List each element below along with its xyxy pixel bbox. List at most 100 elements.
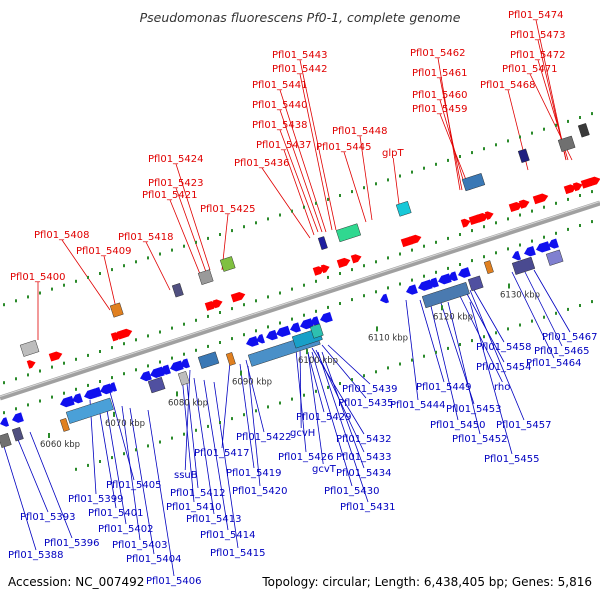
axis-tick	[339, 302, 341, 305]
lower-gene-label: Pfl01_5420	[232, 486, 288, 497]
reverse-gene-box	[177, 371, 190, 386]
axis-tick	[411, 358, 413, 362]
upper-label-leader	[61, 239, 111, 311]
axis-tick	[99, 460, 101, 463]
axis-tick	[291, 287, 293, 291]
reverse-gene-box-body	[511, 256, 536, 275]
lower-gene-label: Pfl01_5401	[88, 508, 144, 519]
lower-gene-label: Pfl01_5432	[336, 434, 392, 445]
axis-tick	[387, 178, 389, 182]
axis-tick	[447, 266, 449, 270]
axis-tick	[87, 463, 89, 467]
forward-gene-box-body	[317, 236, 328, 250]
axis-tick	[15, 299, 17, 303]
axis-tick	[471, 151, 473, 155]
forward-gene-arrow	[532, 193, 549, 205]
reverse-gene-box	[147, 376, 166, 394]
axis-tick	[531, 209, 533, 213]
axis-tick	[351, 378, 353, 382]
forward-gene-arrow	[588, 176, 600, 187]
axis-tick	[591, 300, 593, 304]
lower-label-leader	[321, 344, 367, 399]
forward-gene-arrow-shape	[312, 266, 325, 276]
reverse-gene-arrow-shape	[380, 293, 389, 304]
axis-tick	[339, 194, 341, 197]
forward-gene-box-body	[19, 339, 40, 357]
axis-tick	[147, 364, 149, 368]
forward-gene-arrow	[460, 218, 471, 228]
forward-gene-box-body	[557, 135, 576, 152]
axis-tick	[543, 127, 545, 131]
upper-label-leader	[145, 241, 171, 291]
axis-tick	[231, 417, 233, 421]
upper-gene-label: Pfl01_5424	[148, 154, 204, 165]
axis-tick	[63, 391, 65, 395]
lower-gene-label: Pfl01_5453	[446, 404, 502, 415]
axis-tick	[567, 307, 569, 311]
axis-tick	[171, 326, 173, 330]
axis-tick	[279, 291, 281, 295]
forward-gene-box	[517, 148, 530, 163]
axis-tick	[387, 286, 389, 290]
axis-tick	[387, 366, 389, 370]
axis-tick	[375, 260, 377, 264]
forward-gene-arrow	[572, 182, 583, 192]
axis-tick	[363, 186, 365, 190]
genome-axis	[0, 112, 600, 471]
axis-tick	[423, 354, 425, 358]
kbp-tick-mark	[240, 370, 242, 376]
forward-gene-arrow	[518, 199, 530, 209]
axis-tick	[171, 248, 173, 252]
reverse-gene-arrow-shape	[458, 267, 471, 278]
axis-tick	[363, 294, 365, 298]
upper-label-leader	[439, 99, 467, 191]
axis-tick	[15, 407, 17, 411]
axis-tick	[195, 348, 197, 352]
kbp-tick-mark	[306, 349, 308, 355]
reverse-gene-box	[0, 432, 12, 448]
reverse-gene-arrow-shape	[438, 273, 452, 285]
axis-tick	[459, 155, 461, 158]
axis-tick	[531, 239, 533, 243]
axis-tick	[315, 389, 317, 393]
upper-gene-label: Pfl01_5442	[272, 64, 328, 75]
reverse-gene-arrow-shape	[290, 322, 301, 333]
forward-gene-arrow	[563, 184, 577, 195]
lower-gene-label: Pfl01_5465	[534, 346, 590, 357]
lower-gene-label: Pfl01_5417	[194, 448, 250, 459]
upper-label-leader	[103, 255, 117, 309]
reverse-gene-arrow	[72, 393, 83, 404]
lower-gene-label: Pfl01_5457	[496, 420, 552, 431]
axis-tick	[435, 270, 437, 274]
reverse-gene-arrow	[448, 271, 458, 282]
reverse-gene-arrow-shape	[418, 279, 433, 291]
axis-tick	[123, 342, 125, 346]
axis-tick	[315, 279, 317, 283]
upper-gene-label: Pfl01_5468	[480, 80, 536, 91]
reverse-gene-arrow	[380, 293, 389, 304]
reverse-gene-arrow-shape	[448, 271, 458, 282]
genome-backbone-highlight	[0, 201, 600, 397]
reverse-gene-arrow	[140, 370, 152, 382]
reverse-gene-box	[309, 323, 324, 339]
upper-gene-label: Pfl01_5471	[502, 64, 558, 75]
axis-tick	[87, 275, 89, 279]
forward-gene-box	[317, 236, 328, 250]
map-title: Pseudomonas fluorescens Pf0-1, complete …	[140, 10, 461, 25]
lower-gene-label: Pfl01_5458	[476, 342, 532, 353]
forward-gene-arrow-shape	[26, 360, 36, 369]
reverse-gene-arrow-shape	[524, 246, 536, 257]
lower-label-leader	[429, 301, 459, 421]
forward-gene-arrow	[230, 292, 246, 303]
upper-gene-label: Pfl01_5448	[332, 126, 388, 137]
lower-label-leader	[405, 299, 419, 401]
lower-gene-label: Pfl01_5429	[296, 412, 352, 423]
lower-gene-label: Pfl01_5404	[126, 554, 182, 565]
axis-tick	[483, 225, 485, 229]
reverse-gene-arrow-shape	[160, 364, 171, 375]
axis-tick	[567, 197, 569, 201]
forward-gene-arrow	[26, 360, 36, 369]
lower-gene-label: Pfl01_5403	[112, 540, 168, 551]
kbp-label: 6120 kbp	[433, 312, 473, 322]
axis-tick	[447, 236, 449, 240]
